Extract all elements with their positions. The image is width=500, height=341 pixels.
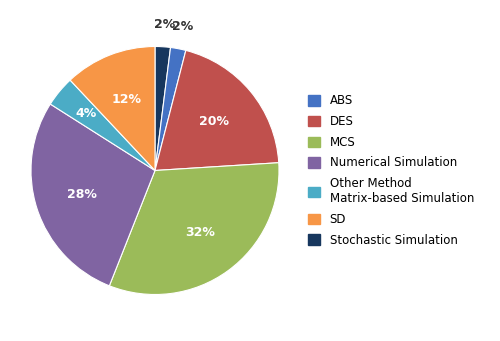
Text: 2%: 2%	[172, 20, 193, 33]
Wedge shape	[155, 47, 186, 170]
Text: 4%: 4%	[76, 107, 97, 120]
Wedge shape	[155, 46, 170, 170]
Text: 2%: 2%	[154, 18, 175, 31]
Wedge shape	[110, 163, 279, 295]
Wedge shape	[70, 46, 155, 170]
Legend: ABS, DES, MCS, Numerical Simulation, Other Method
Matrix-based Simulation, SD, S: ABS, DES, MCS, Numerical Simulation, Oth…	[306, 92, 476, 249]
Text: 12%: 12%	[112, 92, 142, 105]
Wedge shape	[31, 104, 155, 286]
Wedge shape	[155, 50, 279, 170]
Text: 20%: 20%	[199, 115, 229, 128]
Wedge shape	[50, 80, 155, 170]
Text: 28%: 28%	[67, 188, 97, 201]
Text: 32%: 32%	[186, 226, 215, 239]
